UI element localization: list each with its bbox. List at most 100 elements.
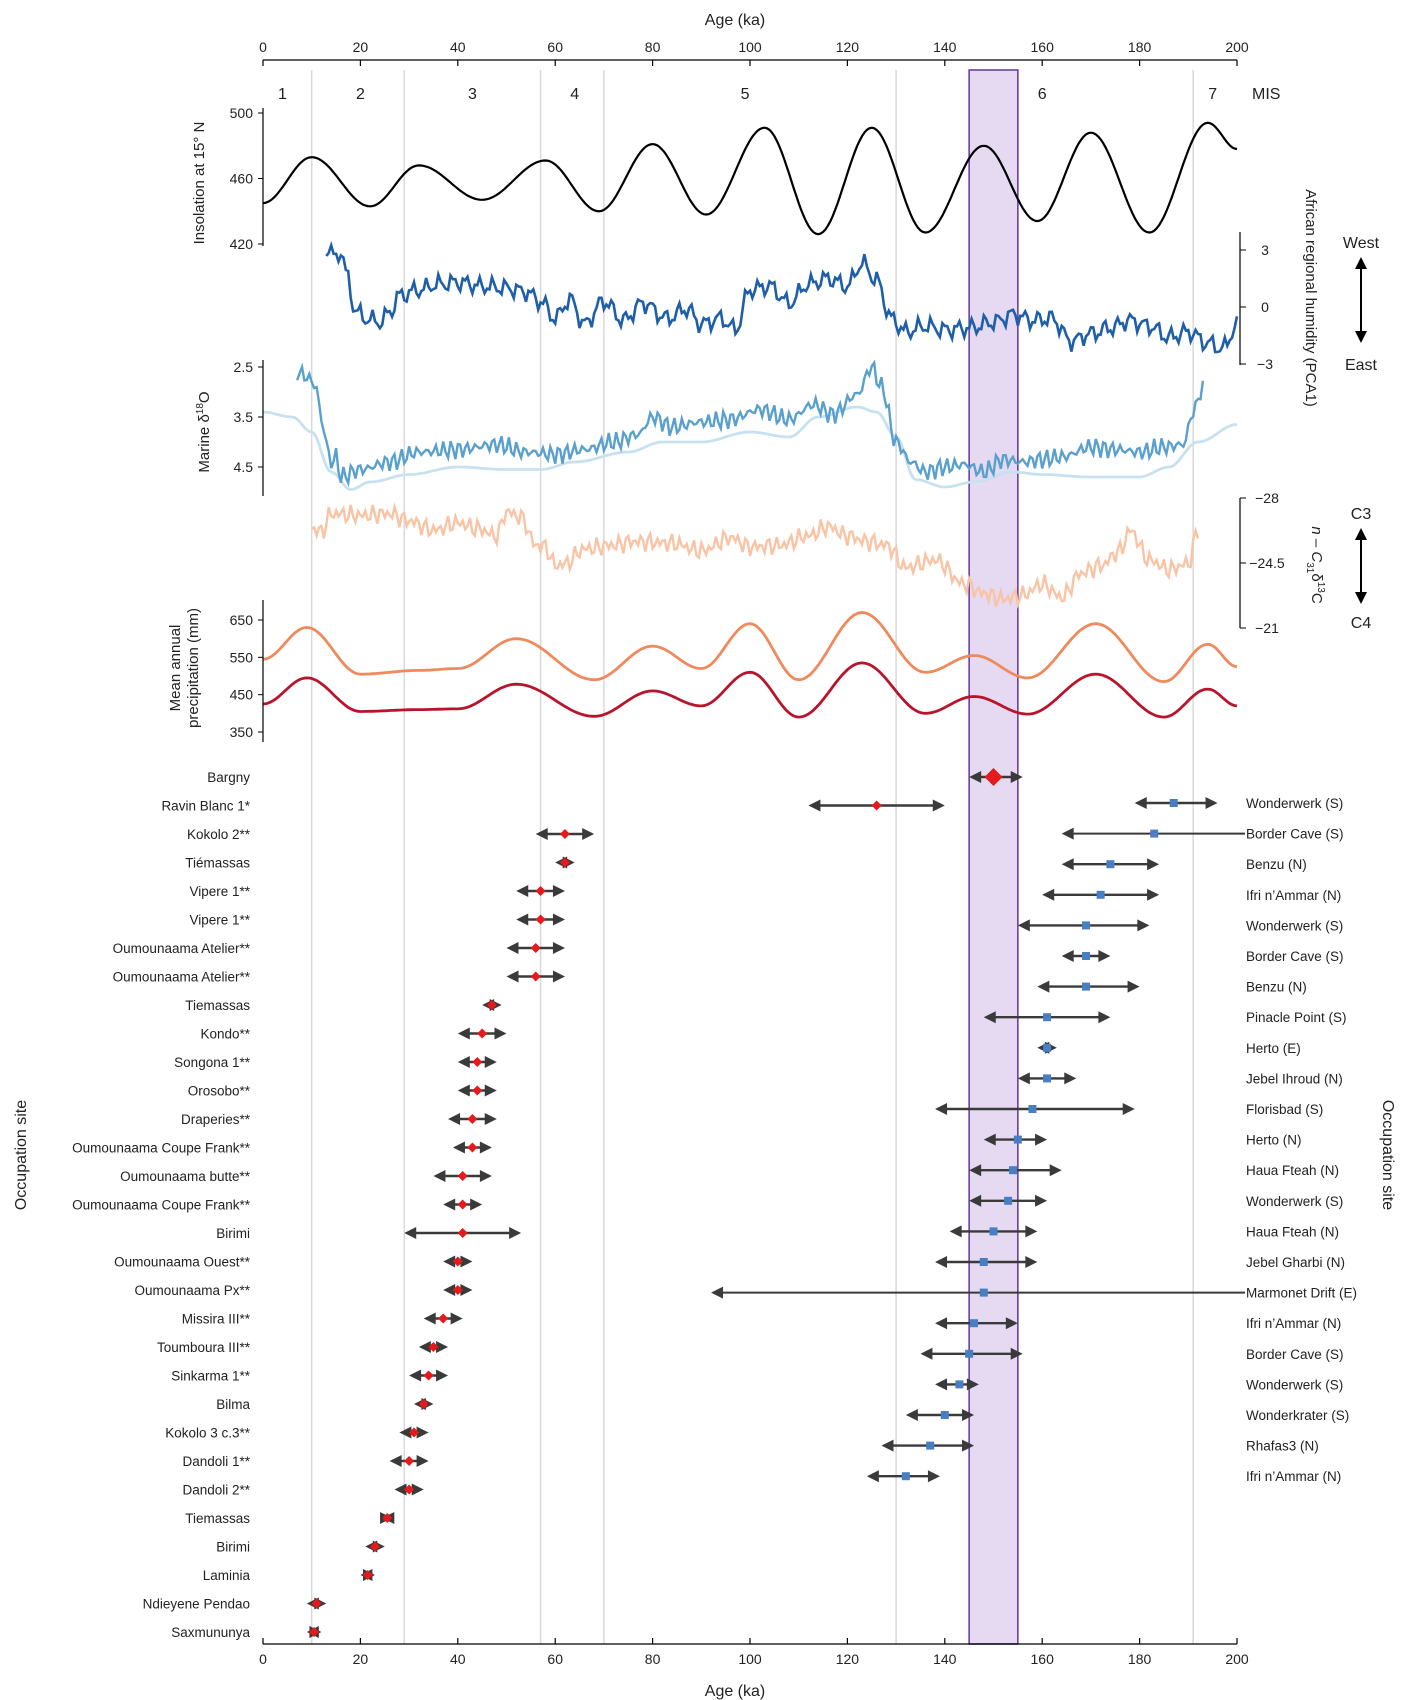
site-range-arrow-head-right <box>582 828 595 840</box>
site-label-right: Jebel Gharbi (N) <box>1246 1255 1345 1270</box>
site-age-marker <box>438 1313 449 1324</box>
site-label-right: Border Cave (S) <box>1246 827 1344 842</box>
site-range-arrow-head-left <box>1037 980 1050 993</box>
site-label-left: Draperies** <box>181 1112 251 1127</box>
site-range-arrow-head-left <box>394 1483 407 1496</box>
site-age-marker <box>530 971 541 982</box>
d18o-y-tick-label: 4.5 <box>234 459 254 475</box>
x-tick-label: 40 <box>450 1651 466 1667</box>
site-label-right: Benzu (N) <box>1246 980 1307 995</box>
x-tick-label: 200 <box>1225 1651 1249 1667</box>
site-range-arrow-head-left <box>949 1225 962 1238</box>
x-tick-label: 20 <box>353 1651 369 1667</box>
site-age-marker <box>1106 860 1115 869</box>
site-range-arrow-head-right <box>509 1227 522 1239</box>
site-age-marker <box>1082 982 1091 991</box>
site-label-left: Orosobo** <box>188 1084 251 1099</box>
site-range-arrow-head-right <box>962 1439 975 1452</box>
site-range-arrow-head-left <box>1017 1072 1030 1085</box>
site-range-arrow-head-right <box>552 942 565 954</box>
site-label-left: Kokolo 2** <box>187 827 251 842</box>
site-range-arrow-head-right <box>416 1455 429 1467</box>
site-label-left: Sinkarma 1** <box>171 1369 251 1384</box>
c13-top-label: C3 <box>1351 506 1372 523</box>
site-range-arrow-head-left <box>983 1133 996 1146</box>
site-label-left: Tiemassas <box>185 1511 250 1526</box>
humidity-y-tick-label: 0 <box>1261 299 1269 315</box>
site-age-marker <box>423 1370 434 1381</box>
humidity-y-tick-label: −3 <box>1257 356 1273 372</box>
site-range-arrow-head-right <box>484 1084 497 1097</box>
site-range-arrow-head-left <box>920 1347 933 1360</box>
x-tick-label: 120 <box>836 1651 860 1667</box>
x-tick-label: 60 <box>547 1651 563 1667</box>
x-tick-label: 160 <box>1031 39 1055 55</box>
site-range-arrow-head-right <box>1098 950 1111 962</box>
site-label-left: Oumounaama Ouest** <box>114 1255 251 1270</box>
site-age-marker <box>535 886 546 896</box>
site-age-marker <box>472 1085 483 1096</box>
site-age-marker <box>1008 1166 1017 1175</box>
x-tick-label: 60 <box>547 39 563 55</box>
site-label-left: Birimi <box>216 1540 250 1555</box>
c13-curve <box>311 502 1200 610</box>
precip-y-tick-label: 650 <box>230 612 254 628</box>
insolation-ylabel: Insolation at 15° N <box>191 122 208 245</box>
site-age-marker <box>530 943 541 953</box>
site-range-arrow-head-left <box>404 1227 417 1239</box>
site-range-arrow-head-left <box>808 799 821 812</box>
site-label-left: Vipere 1** <box>189 884 250 899</box>
site-label-right: Wonderwerk (S) <box>1246 796 1343 811</box>
c13-ylabel-c: C <box>1308 593 1325 604</box>
site-range-arrow-head-left <box>389 1455 402 1467</box>
precip-ylabel-1: Mean annual <box>167 625 184 712</box>
site-age-marker <box>559 857 570 868</box>
site-label-left: Bargny <box>207 770 250 785</box>
d18o-ylabel-sup: 18 <box>195 403 206 415</box>
site-range-arrow-head-right <box>494 1027 507 1040</box>
x-tick-label: 80 <box>645 39 661 55</box>
site-age-marker <box>452 1256 463 1267</box>
site-label-left: Ravin Blanc 1* <box>161 799 250 814</box>
x-tick-label: 20 <box>353 39 369 55</box>
site-range-arrow-head-left <box>443 1198 456 1211</box>
d18o-y-tick-label: 3.5 <box>234 409 254 425</box>
site-range-arrow-head-left <box>1061 950 1074 962</box>
site-label-right: Haua Fteah (N) <box>1246 1224 1339 1239</box>
site-range-arrow-head-left <box>935 1256 948 1268</box>
c13-bottom-label: C4 <box>1351 615 1372 632</box>
site-age-marker <box>428 1342 439 1352</box>
site-range-arrow-head-left <box>905 1409 918 1421</box>
site-label-left: Kondo** <box>200 1027 250 1042</box>
humidity-ylabel-1: African regional humidity (PCA1) <box>1302 189 1319 407</box>
site-label-left: Toumboura III** <box>157 1340 251 1355</box>
humidity-direction-arrow-head-down <box>1355 331 1367 343</box>
d18o-ylabel: Marine δ18O <box>195 391 213 472</box>
site-label-right: Wonderwerk (S) <box>1246 1377 1343 1392</box>
site-label-right: Herto (E) <box>1246 1041 1301 1056</box>
site-range-arrow-head-left <box>457 1027 470 1040</box>
site-range-arrow-head-left <box>516 885 529 897</box>
site-range-arrow-head-right <box>552 913 565 926</box>
site-range-arrow-head-left <box>457 1056 470 1068</box>
precip-lower-curve <box>262 661 1238 719</box>
site-label-left: Oumounaama Atelier** <box>113 941 251 956</box>
c13-ylabel-sup: 13 <box>1315 582 1326 594</box>
site-age-marker <box>1013 1135 1022 1144</box>
site-range-arrow-head-left <box>516 913 529 926</box>
site-range-arrow-head-right <box>460 1284 473 1296</box>
site-age-marker <box>452 1285 463 1295</box>
site-range-arrow-head-left <box>969 1164 982 1177</box>
site-age-marker <box>535 914 546 925</box>
site-age-marker <box>457 1199 468 1210</box>
occupation-label-right: Occupation site <box>1379 1100 1396 1210</box>
site-range-arrow-head-right <box>552 885 565 897</box>
site-label-left: Oumounaama Coupe Frank** <box>72 1141 251 1156</box>
site-label-right: Border Cave (S) <box>1246 1347 1344 1362</box>
site-range-arrow-head-right <box>1205 797 1218 809</box>
mis-label: MIS <box>1252 86 1280 103</box>
x-tick-label: 0 <box>259 1651 267 1667</box>
highlight-band <box>968 69 1019 1645</box>
site-range-arrow-head-right <box>484 1056 497 1068</box>
